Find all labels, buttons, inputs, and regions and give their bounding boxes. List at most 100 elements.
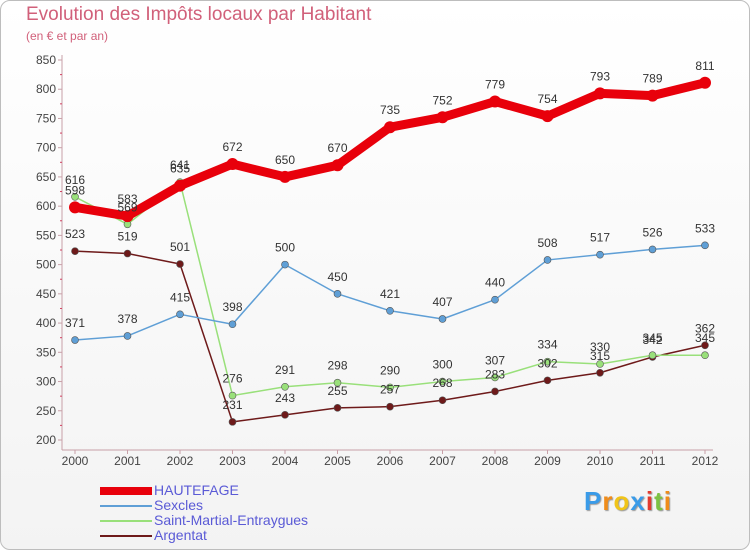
- data-label: 290: [380, 363, 400, 377]
- data-point: [646, 89, 659, 102]
- data-label: 345: [642, 331, 662, 345]
- data-label: 307: [485, 353, 505, 367]
- data-point: [333, 404, 342, 412]
- data-point: [331, 159, 344, 172]
- x-tick-label: 2008: [482, 454, 509, 468]
- data-point: [386, 402, 394, 411]
- legend-swatch: [100, 505, 152, 507]
- data-point: [701, 341, 709, 350]
- y-tick-label: 300: [36, 375, 56, 389]
- y-tick-label: 550: [36, 228, 56, 242]
- data-point: [281, 411, 289, 419]
- logo-letter: o: [613, 486, 631, 516]
- data-point: [489, 95, 501, 108]
- data-point: [543, 376, 552, 385]
- y-tick-label: 350: [36, 345, 56, 359]
- data-label: 291: [275, 363, 295, 377]
- data-label: 268: [432, 376, 452, 390]
- x-tick-label: 2003: [219, 454, 246, 468]
- data-point: [491, 387, 499, 396]
- x-tick-label: 2010: [587, 454, 614, 468]
- data-label: 635: [170, 162, 190, 176]
- data-label: 330: [590, 340, 610, 354]
- data-point: [228, 418, 237, 426]
- data-label: 650: [275, 153, 295, 167]
- plot-area: 523 519 501 231 243 255 257 268 283 302 315 342 362 6…: [65, 59, 715, 426]
- data-label: 670: [327, 141, 347, 155]
- data-label: 523: [65, 227, 85, 241]
- data-point: [491, 373, 499, 382]
- data-point: [701, 241, 709, 250]
- data-point: [436, 111, 449, 124]
- data-label: 276: [222, 372, 242, 386]
- data-label: 255: [327, 384, 347, 398]
- y-tick-label: 850: [36, 53, 56, 67]
- data-point: [699, 76, 711, 89]
- data-label: 754: [537, 92, 557, 106]
- data-point: [176, 310, 184, 319]
- data-label: 569: [117, 200, 137, 214]
- data-point: [541, 110, 554, 123]
- data-label: 298: [327, 359, 347, 373]
- logo-letter: t: [654, 486, 664, 516]
- data-label: 583: [117, 192, 137, 206]
- data-point: [228, 320, 237, 329]
- data-label: 371: [65, 316, 85, 330]
- y-tick-label: 650: [36, 170, 56, 184]
- logo-letter: x: [630, 486, 646, 516]
- y-tick-label: 750: [36, 111, 56, 125]
- data-label: 407: [432, 295, 452, 309]
- data-point: [121, 210, 134, 223]
- x-tick-label: 2004: [272, 454, 299, 468]
- data-point: [226, 158, 239, 171]
- data-label: 398: [222, 300, 242, 314]
- legend-label: Saint-Martial-Entraygues: [154, 512, 309, 528]
- y-tick-label: 200: [36, 433, 56, 447]
- data-label: 315: [590, 349, 610, 363]
- data-point: [543, 256, 552, 264]
- data-label: 519: [117, 230, 137, 244]
- data-label: 378: [117, 312, 137, 326]
- data-label: 501: [170, 240, 190, 254]
- data-label: 243: [275, 391, 295, 405]
- x-tick-label: 2002: [167, 454, 194, 468]
- data-point: [648, 245, 657, 254]
- data-point: [333, 290, 342, 298]
- x-tick-label: 2009: [534, 454, 561, 468]
- data-point: [438, 396, 447, 405]
- data-point: [279, 170, 291, 183]
- data-label: 342: [642, 333, 662, 347]
- data-point: [281, 382, 289, 391]
- data-label: 517: [590, 231, 610, 245]
- y-tick-label: 700: [36, 141, 56, 155]
- data-label: 450: [327, 270, 347, 284]
- proxiti-logo: Proxiti: [584, 486, 672, 517]
- data-point: [333, 378, 342, 387]
- y-tick-label: 600: [36, 199, 56, 213]
- y-tick-label: 400: [36, 316, 56, 330]
- data-label: 500: [275, 241, 295, 255]
- data-point: [123, 332, 132, 340]
- data-point: [648, 351, 657, 360]
- legend-swatch: [100, 535, 152, 537]
- data-label: 300: [432, 358, 452, 372]
- data-label: 526: [642, 225, 662, 239]
- logo-letter: i: [663, 486, 672, 516]
- axes: 200 250 300 350 400 450 500 550 600 650 700 750 800 8…: [36, 53, 719, 468]
- data-label: 440: [485, 276, 505, 290]
- legend-item: HAUTEFAGE: [100, 482, 420, 498]
- legend-item: Sexcles: [100, 497, 420, 513]
- x-tick-label: 2001: [114, 454, 141, 468]
- data-label: 616: [65, 173, 85, 187]
- y-tick-label: 250: [36, 404, 56, 418]
- legend-swatch: [100, 520, 152, 522]
- data-point: [594, 87, 606, 100]
- logo-letter: r: [602, 486, 614, 516]
- data-label: 345: [695, 331, 715, 345]
- data-point: [69, 201, 81, 214]
- legend-label: Sexcles: [154, 497, 204, 513]
- data-point: [71, 193, 79, 201]
- series-hautefage: [69, 76, 711, 223]
- data-point: [543, 357, 552, 366]
- data-label: 811: [695, 59, 714, 73]
